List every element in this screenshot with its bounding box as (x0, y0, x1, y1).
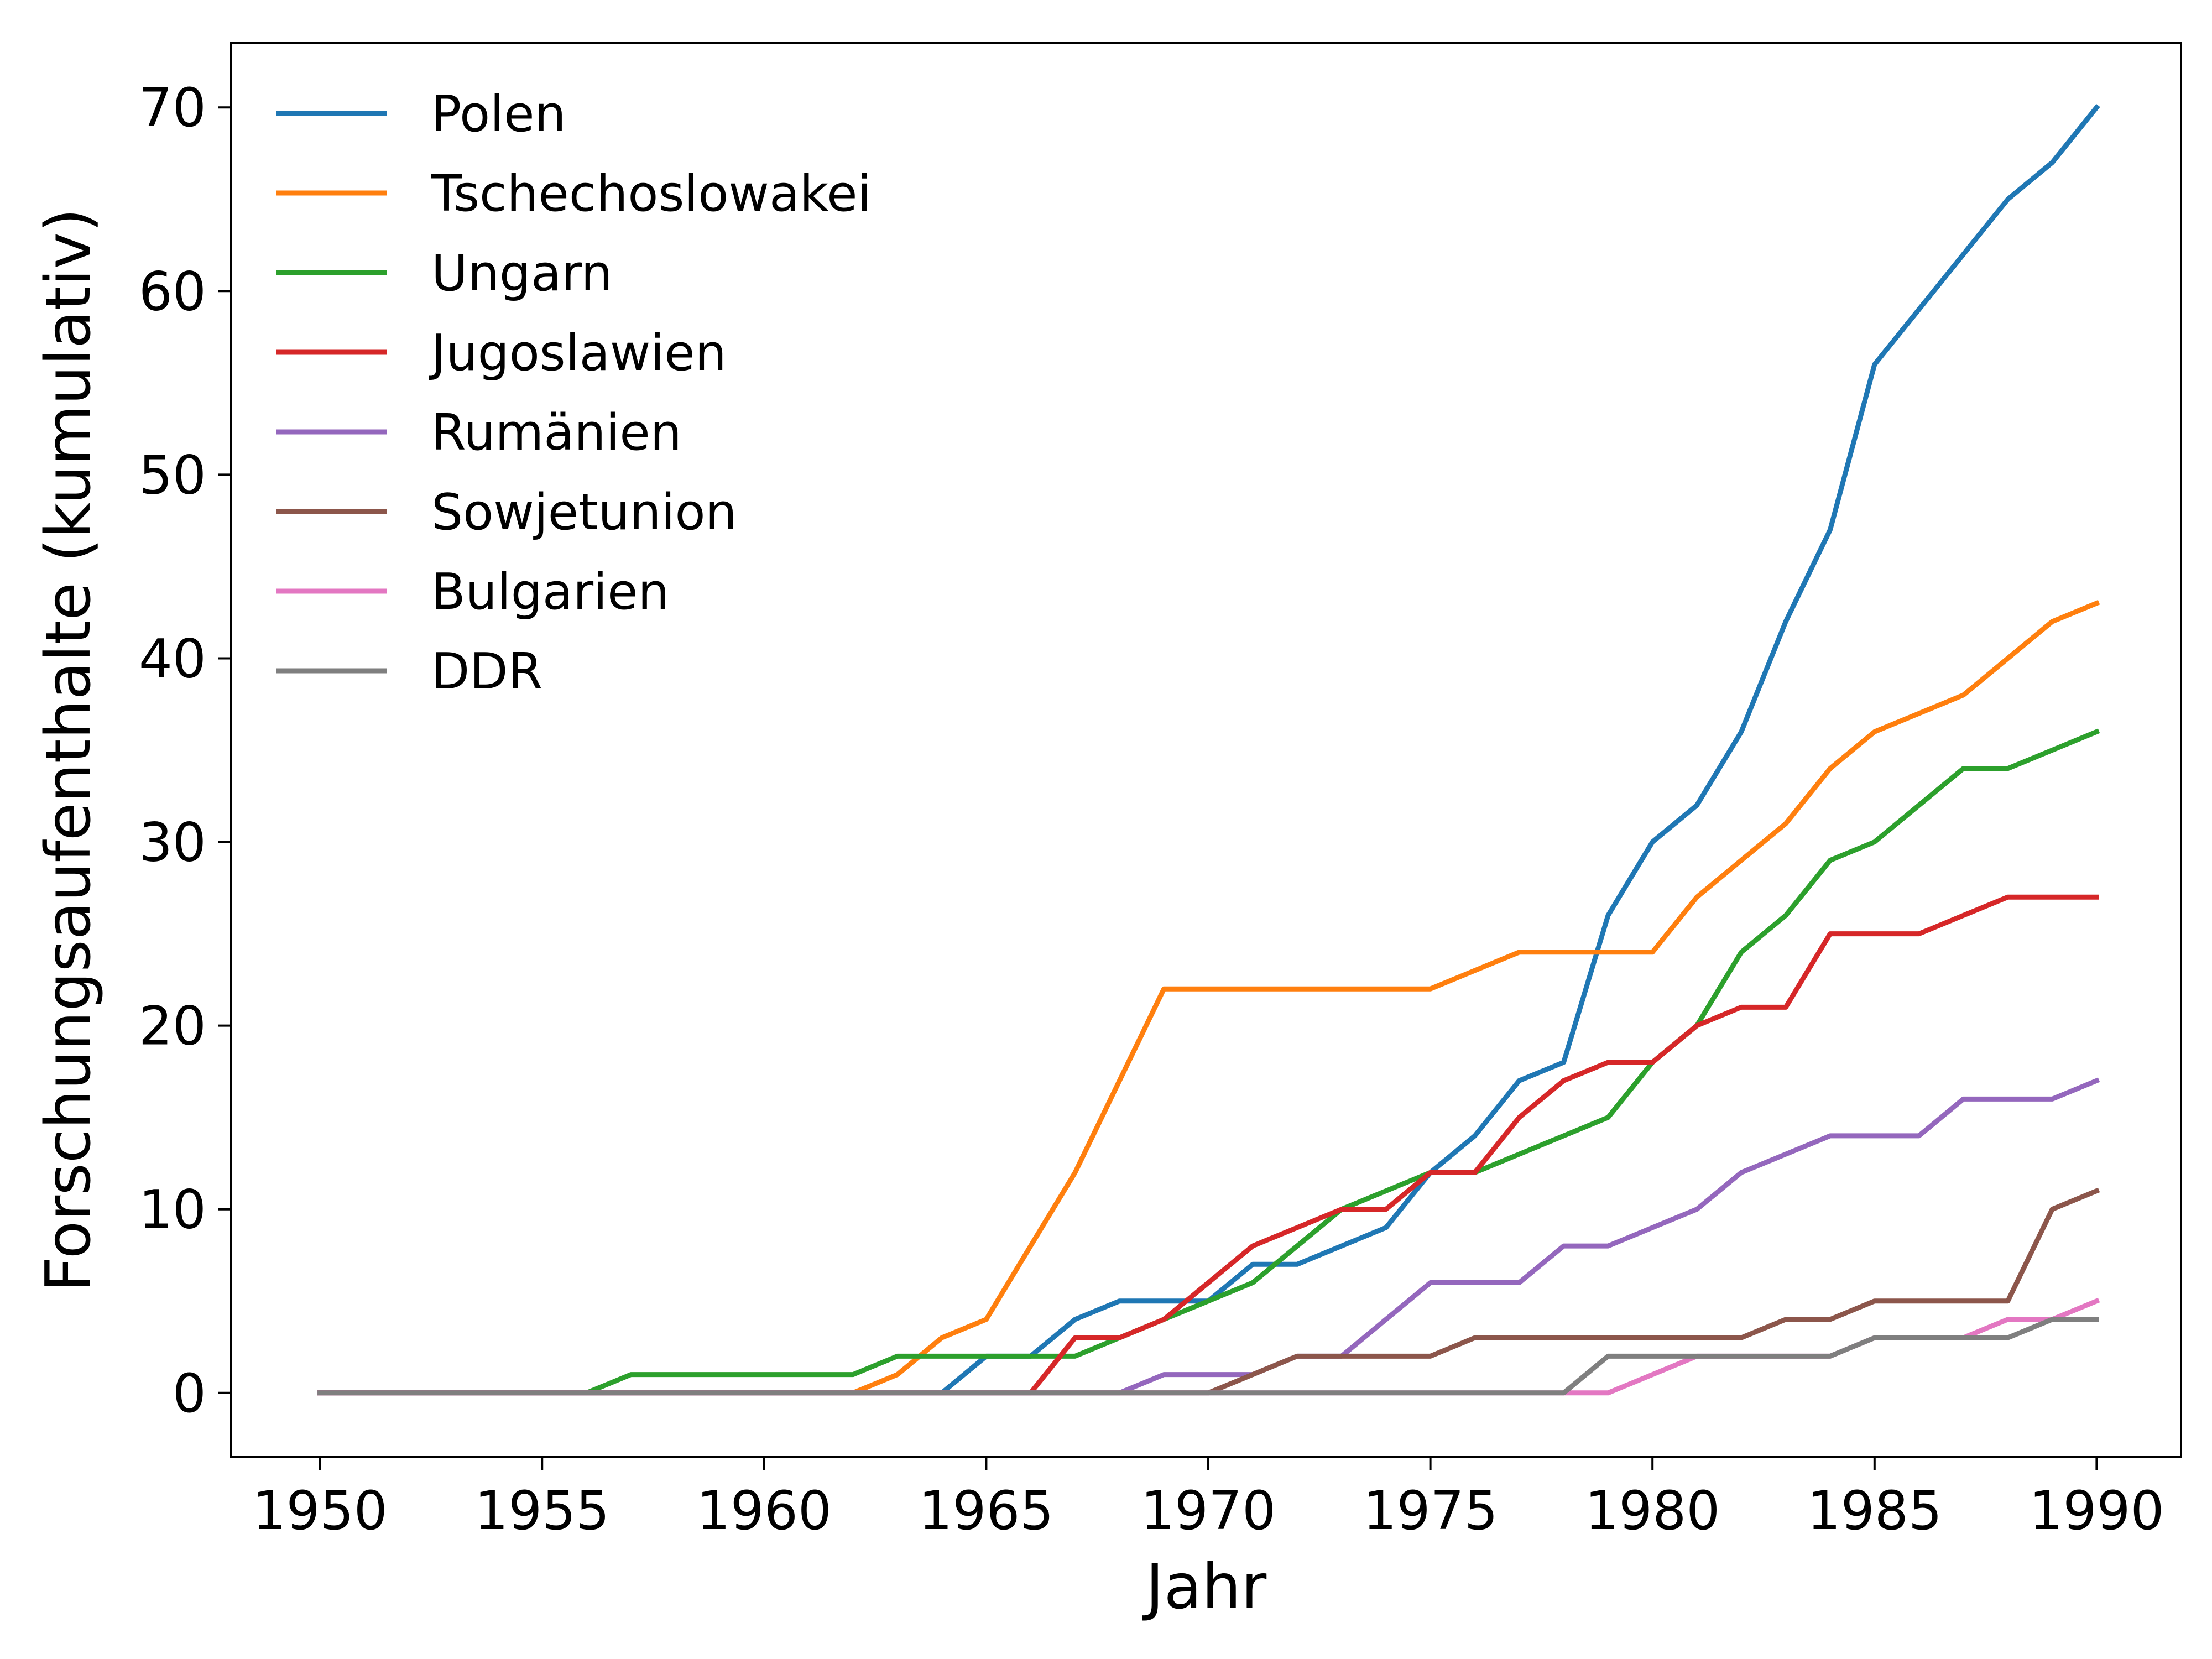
y-tick-label: 40 (139, 628, 206, 690)
x-tick-label: 1960 (697, 1480, 832, 1542)
series-layer (317, 103, 2100, 1396)
x-tick-label: 1970 (1141, 1480, 1276, 1542)
legend-label-jugoslawien: Jugoslawien (429, 324, 727, 382)
x-tick-label: 1955 (474, 1480, 609, 1542)
legend-label-bulgarien: Bulgarien (431, 563, 670, 621)
x-tick-label: 1990 (2029, 1480, 2164, 1542)
legend-label-ddr: DDR (431, 643, 542, 701)
x-tick-label: 1985 (1807, 1480, 1942, 1542)
legend-label-polen: Polen (431, 85, 566, 143)
y-tick-label: 70 (139, 77, 206, 139)
legend-label-ungarn: Ungarn (431, 244, 613, 302)
y-tick-label: 0 (173, 1363, 206, 1425)
legend: Polen Tschechoslowakei Ungarn Jugoslawien Ru… (276, 85, 871, 701)
y-tick-label: 50 (139, 444, 206, 506)
x-tick-label: 1965 (919, 1480, 1053, 1542)
x-tick-label: 1975 (1363, 1480, 1498, 1542)
x-tick-label: 1980 (1585, 1480, 1720, 1542)
y-tick-label: 30 (139, 812, 206, 874)
series-line-ungarn (317, 728, 2100, 1396)
y-axis-title: Forschungsaufenthalte (kumulativ) (33, 208, 105, 1292)
legend-label-rumänien: Rumänien (431, 404, 682, 462)
legend-label-tschechoslowakei: Tschechoslowakei (431, 165, 871, 223)
legend-label-sowjetunion: Sowjetunion (431, 483, 737, 541)
x-tick-label: 1950 (252, 1480, 387, 1542)
y-tick-label: 60 (139, 260, 206, 322)
y-tick-label: 20 (139, 995, 206, 1057)
series-line-ddr (317, 1317, 2099, 1396)
plot-frame (230, 42, 2182, 1458)
y-tick-label: 10 (139, 1179, 206, 1241)
x-axis-title: Jahr (1142, 1551, 1267, 1623)
axes-layer: 1950 1955 1960 1965 1970 1975 1980 1985 1990 0 10 2… (139, 42, 2182, 1542)
